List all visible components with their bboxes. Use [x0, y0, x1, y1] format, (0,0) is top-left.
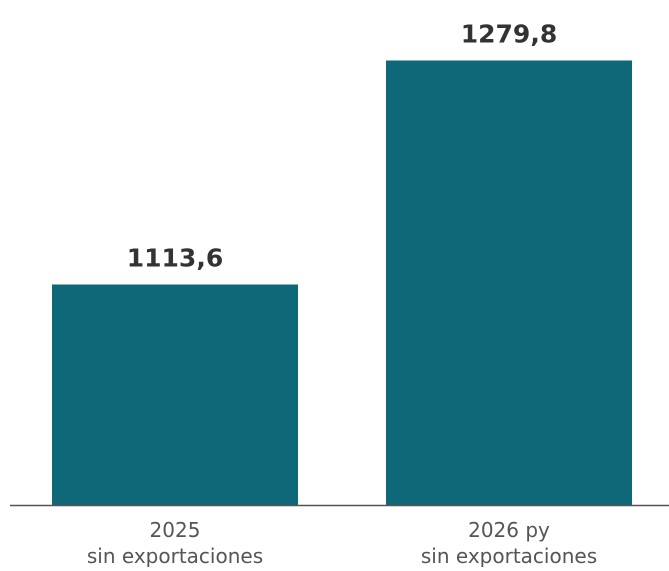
bar-1: [52, 284, 298, 505]
category-label-1-line-1: 2025: [150, 518, 201, 542]
category-label-2-line-2: sin exportaciones: [421, 544, 597, 567]
value-label-1: 1113,6: [127, 243, 223, 272]
bar-2: [386, 60, 632, 505]
category-label-1-line-2: sin exportaciones: [87, 544, 263, 567]
bars: [52, 60, 632, 505]
value-label-2: 1279,8: [461, 19, 557, 48]
category-label-2-line-1: 2026 py: [468, 518, 550, 542]
value-labels: 1113,6 1279,8: [127, 19, 557, 272]
